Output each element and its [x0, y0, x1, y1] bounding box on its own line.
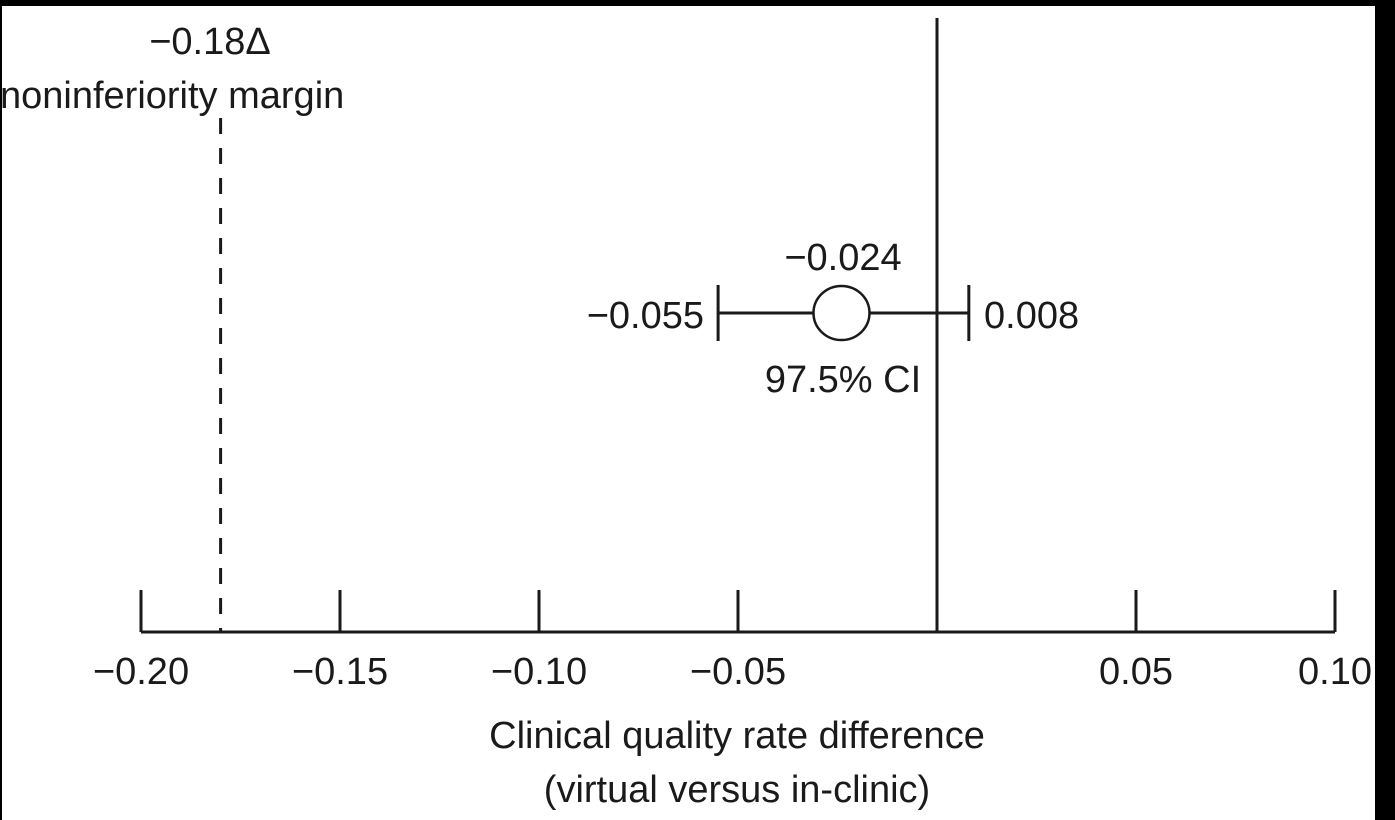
x-tick-label: −0.10	[491, 651, 587, 693]
margin-value-label: −0.18Δ	[149, 21, 271, 63]
x-tick-label: 0.05	[1099, 651, 1173, 693]
x-tick-label: −0.20	[93, 651, 189, 693]
x-axis-title-line-2: (virtual versus in-clinic)	[544, 769, 930, 811]
margin-text-label: noninferiority margin	[2, 75, 344, 117]
reference-lines	[219, 18, 939, 632]
x-tick-label: −0.05	[690, 651, 786, 693]
chart-panel: −0.20 −0.15 −0.10 −0.05 0.05 0.10 −0.18Δ noni…	[0, 6, 1375, 820]
point-estimate-label: −0.024	[784, 237, 901, 279]
ci-upper-label: 0.008	[984, 295, 1079, 337]
right-border-bar	[1375, 0, 1395, 820]
x-tick-label: 0.10	[1298, 651, 1372, 693]
estimate-group	[716, 284, 971, 342]
ci-label: 97.5% CI	[765, 359, 921, 401]
point-estimate-marker	[812, 284, 871, 342]
ci-lower-label: −0.055	[587, 295, 704, 337]
x-tick-label: −0.15	[292, 651, 388, 693]
labels: −0.18Δ noninferiority margin −0.024 −0.0…	[0, 21, 1079, 811]
forest-plot: −0.20 −0.15 −0.10 −0.05 0.05 0.10 −0.18Δ noni…	[0, 18, 1372, 811]
x-axis: −0.20 −0.15 −0.10 −0.05 0.05 0.10	[93, 590, 1372, 693]
x-axis-title-line-1: Clinical quality rate difference	[489, 715, 985, 757]
